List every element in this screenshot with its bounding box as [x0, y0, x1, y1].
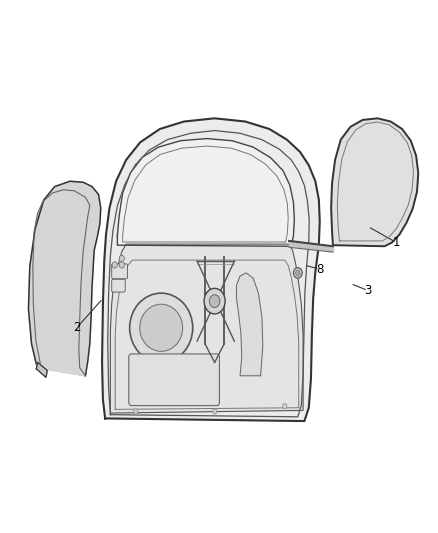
Text: 4: 4: [202, 391, 210, 403]
Circle shape: [283, 403, 287, 409]
FancyBboxPatch shape: [112, 279, 125, 292]
Ellipse shape: [130, 293, 193, 362]
FancyBboxPatch shape: [129, 354, 219, 406]
Polygon shape: [102, 118, 320, 421]
Ellipse shape: [140, 304, 183, 351]
Circle shape: [119, 255, 124, 262]
Text: 5: 5: [233, 228, 240, 241]
Text: 1: 1: [392, 236, 400, 249]
Circle shape: [212, 409, 217, 414]
Polygon shape: [28, 181, 101, 376]
Circle shape: [112, 262, 117, 268]
Circle shape: [296, 270, 300, 276]
Text: 2: 2: [73, 321, 81, 334]
Polygon shape: [237, 273, 263, 376]
Polygon shape: [117, 139, 294, 246]
Polygon shape: [289, 241, 334, 252]
Text: 8: 8: [316, 263, 323, 276]
Polygon shape: [331, 118, 418, 246]
Polygon shape: [36, 362, 47, 377]
Circle shape: [119, 262, 124, 268]
FancyBboxPatch shape: [112, 264, 127, 279]
Circle shape: [209, 295, 220, 308]
Circle shape: [134, 409, 138, 414]
Circle shape: [293, 268, 302, 278]
Polygon shape: [110, 244, 303, 413]
Text: 3: 3: [364, 284, 371, 297]
Circle shape: [204, 288, 225, 314]
